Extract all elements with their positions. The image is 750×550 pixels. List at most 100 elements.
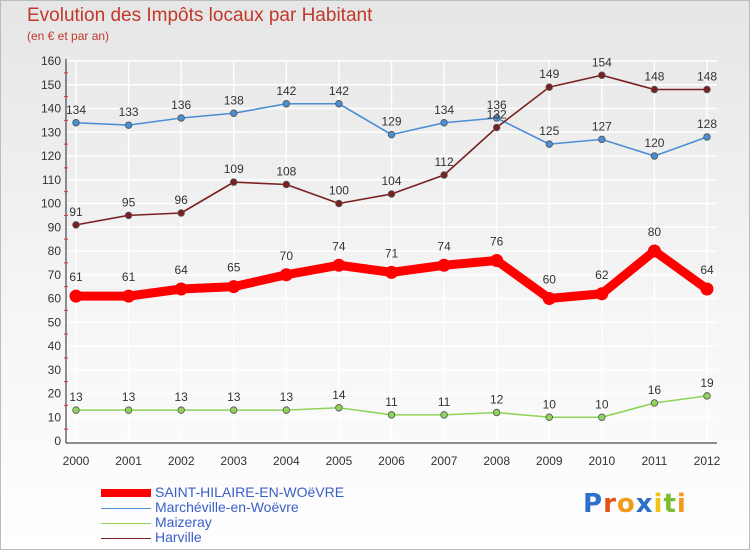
series-3-value-label-2011: 148	[644, 70, 664, 84]
series-0-point-2011	[647, 244, 661, 258]
x-tick-label-2004: 2004	[273, 454, 300, 468]
series-2-point-2012	[703, 392, 711, 400]
series-0-point-2004	[279, 268, 293, 282]
series-3-value-label-2012: 148	[697, 70, 717, 84]
y-tick-label-100: 100	[41, 197, 61, 211]
logo-letter: i	[653, 489, 664, 519]
logo-letter: r	[603, 489, 617, 519]
series-1-value-label-2011: 120	[644, 136, 664, 150]
series-0-point-2000	[69, 289, 83, 303]
series-1-value-label-2010: 127	[592, 119, 612, 133]
legend-label-marcheville: Marchéville-en-Woëvre	[155, 499, 299, 515]
series-0-value-label-2009: 60	[543, 273, 557, 287]
series-3-point-2006	[387, 190, 396, 198]
series-3-value-label-2002: 96	[174, 193, 188, 207]
y-tick-label-90: 90	[48, 220, 62, 234]
series-3-value-label-2010: 154	[592, 55, 612, 69]
series-0-value-label-2010: 62	[595, 268, 609, 282]
logo-letter: P	[583, 489, 604, 519]
x-tick-label-2002: 2002	[168, 454, 195, 468]
series-2-value-label-2002: 13	[174, 390, 188, 404]
series-2-value-label-2008: 12	[490, 393, 504, 407]
series-2-point-2002	[177, 406, 185, 414]
y-tick-label-50: 50	[48, 315, 62, 329]
proxiti-logo: Proxiti	[583, 489, 687, 519]
series-1-value-label-2004: 142	[276, 84, 296, 98]
y-tick-label-130: 130	[41, 125, 61, 139]
series-2-point-2006	[387, 411, 396, 419]
series-2-point-2011	[650, 399, 659, 407]
series-3-value-label-2006: 104	[381, 174, 401, 188]
series-3-point-2001	[124, 211, 133, 220]
series-0-point-2005	[332, 258, 346, 272]
x-tick-label-2010: 2010	[588, 454, 615, 468]
series-2-value-label-2004: 13	[280, 390, 294, 404]
series-1-point-2002	[177, 114, 185, 122]
series-2-value-label-2012: 19	[700, 376, 714, 390]
chart-subtitle: (en € et par an)	[27, 29, 110, 43]
series-0-value-label-2011: 80	[648, 225, 662, 239]
x-tick-label-2012: 2012	[694, 454, 721, 468]
series-2-point-2010	[598, 413, 606, 421]
series-1-value-label-2000: 134	[66, 103, 86, 117]
y-tick-label-80: 80	[48, 244, 62, 258]
series-0-point-2009	[542, 292, 556, 305]
x-tick-label-2009: 2009	[536, 454, 563, 468]
series-0-value-label-2007: 74	[437, 239, 451, 253]
series-2-value-label-2001: 13	[122, 390, 136, 404]
series-1-point-2004	[282, 100, 291, 108]
x-tick-label-2007: 2007	[431, 454, 458, 468]
series-1-value-label-2001: 133	[119, 105, 139, 119]
series-1-point-2011	[650, 152, 659, 160]
logo-letter: x	[635, 489, 654, 519]
logo-letter: o	[616, 489, 636, 519]
series-0-value-label-2004: 70	[280, 249, 294, 263]
x-tick-label-2001: 2001	[115, 454, 142, 468]
series-0-point-2002	[174, 282, 188, 296]
series-1-point-2007	[440, 119, 448, 127]
x-tick-label-2006: 2006	[378, 454, 405, 468]
series-3-value-label-2005: 100	[329, 184, 349, 198]
series-3-value-label-2009: 149	[539, 67, 559, 81]
series-0-value-label-2012: 64	[700, 263, 714, 277]
x-tick-label-2008: 2008	[483, 454, 510, 468]
series-3-value-label-2003: 109	[224, 162, 244, 176]
series-0-value-label-2005: 74	[332, 239, 346, 253]
series-0-value-label-2001: 61	[122, 270, 136, 284]
y-tick-label-10: 10	[48, 410, 62, 424]
series-2-point-2000	[72, 406, 80, 414]
series-3-value-label-2000: 91	[69, 205, 83, 219]
series-3-value-label-2007: 112	[435, 155, 454, 169]
series-2-point-2005	[335, 404, 343, 412]
series-2-point-2008	[492, 408, 501, 417]
series-3-point-2003	[230, 178, 238, 186]
series-1-value-label-2008: 136	[487, 98, 507, 112]
series-1-value-label-2002: 136	[171, 98, 191, 112]
series-1-point-2008	[492, 114, 501, 122]
legend-swatch-marcheville	[101, 508, 151, 509]
series-2-value-label-2000: 13	[69, 390, 83, 404]
series-1-value-label-2012: 128	[697, 117, 717, 131]
series-3-point-2010	[598, 71, 606, 79]
series-2-point-2009	[545, 413, 553, 421]
legend-label-maizeray: Maizeray	[155, 514, 212, 530]
series-3-value-label-2008: 132	[487, 108, 507, 122]
series-0-point-2010	[595, 287, 609, 301]
logo-letter: i	[676, 489, 687, 519]
series-3-point-2004	[282, 180, 291, 189]
chart-title: Evolution des Impôts locaux par Habitant	[27, 5, 373, 26]
series-3-value-label-2001: 95	[122, 195, 136, 209]
series-3-point-2009	[545, 83, 553, 91]
series-2-point-2001	[124, 406, 133, 414]
series-1-point-2009	[545, 140, 553, 148]
y-tick-label-120: 120	[41, 149, 61, 163]
series-1-point-2012	[703, 133, 711, 141]
series-3-point-2000	[72, 221, 80, 229]
series-0-value-label-2000: 61	[69, 270, 83, 284]
series-3-point-2005	[335, 199, 343, 208]
x-tick-label-2011: 2011	[642, 454, 668, 468]
series-2-value-label-2009: 10	[543, 397, 557, 411]
series-0-point-2007	[437, 258, 451, 272]
x-tick-label-2003: 2003	[220, 454, 247, 468]
